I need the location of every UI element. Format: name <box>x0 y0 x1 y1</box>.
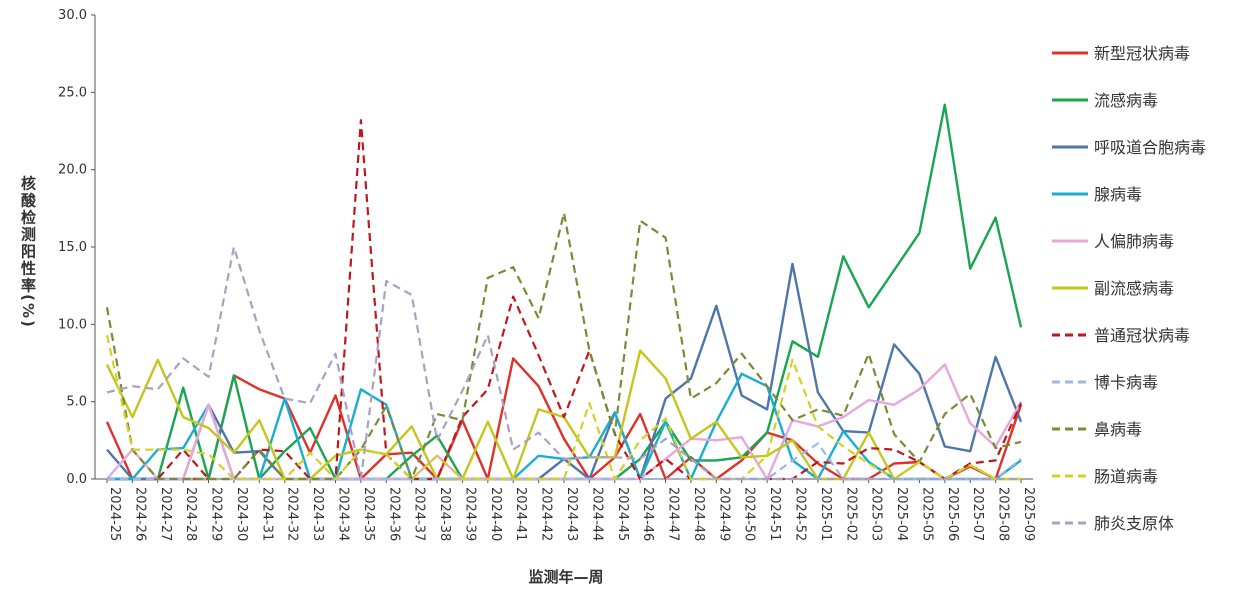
x-tick-label: 2024-30 <box>234 487 249 541</box>
x-tick-label: 2024-34 <box>336 487 351 541</box>
x-tick-label: 2024-25 <box>107 487 122 541</box>
legend-label-5: 副流感病毒 <box>1094 279 1174 298</box>
series-line-2 <box>106 262 1023 481</box>
x-tick-label: 2024-29 <box>209 487 224 541</box>
y-axis-title: 核酸检测阳性率(%) <box>19 174 37 329</box>
series-line-6 <box>107 119 1023 481</box>
x-tick-label: 2024-48 <box>691 487 706 541</box>
legend-label-8: 鼻病毒 <box>1094 420 1142 439</box>
x-tick-label: 2024-39 <box>462 487 477 541</box>
legend-label-3: 腺病毒 <box>1094 185 1142 204</box>
x-tick-label: 2024-44 <box>589 487 604 541</box>
x-tick-label: 2024-50 <box>742 487 757 541</box>
legend-label-0: 新型冠状病毒 <box>1094 44 1190 63</box>
x-tick-label: 2024-45 <box>615 487 630 541</box>
x-axis-title: 监测年—周 <box>528 568 603 586</box>
x-tick-label: 2024-27 <box>158 487 173 541</box>
x-tick-label: 2024-31 <box>259 487 274 541</box>
x-tick-label: 2025-08 <box>996 487 1011 541</box>
x-tick-label: 2025-01 <box>818 487 833 541</box>
x-tick-label: 2024-41 <box>513 487 528 541</box>
y-tick-label: 10.0 <box>58 317 87 332</box>
x-tick-label: 2025-03 <box>869 487 884 541</box>
x-tick-label: 2024-35 <box>361 487 376 541</box>
legend-label-10: 肺炎支原体 <box>1094 514 1174 533</box>
y-tick-label: 30.0 <box>58 8 87 23</box>
x-tick-label: 2024-28 <box>183 487 198 541</box>
x-tick-label: 2024-33 <box>310 487 325 541</box>
y-tick-label: 15.0 <box>58 240 87 255</box>
series-line-7 <box>107 442 1022 481</box>
x-tick-label: 2024-42 <box>539 487 554 541</box>
x-axis: 2024-25 2024-26 2024-27 2024-28 2024-29 2024-… <box>95 478 1036 541</box>
y-axis: 0.0 5.0 10.0 15.0 20.0 25.0 30.0 <box>58 8 96 487</box>
y-tick-label: 25.0 <box>58 85 87 100</box>
x-tick-label: 2024-46 <box>640 487 655 541</box>
series-line-1 <box>107 103 1023 481</box>
series-line-3 <box>107 372 1022 481</box>
x-tick-label: 2024-51 <box>767 487 782 541</box>
legend-label-6: 普通冠状病毒 <box>1094 326 1190 345</box>
x-tick-label: 2024-37 <box>412 487 427 541</box>
legend-label-9: 肠道病毒 <box>1094 467 1158 486</box>
x-tick-label: 2024-47 <box>666 487 681 541</box>
x-tick-label: 2025-07 <box>970 487 985 541</box>
legend: 新型冠状病毒流感病毒呼吸道合胞病毒腺病毒人偏肺病毒副流感病毒普通冠状病毒博卡病毒… <box>1052 44 1206 533</box>
legend-label-4: 人偏肺病毒 <box>1094 232 1174 251</box>
x-tick-label: 2024-52 <box>793 487 808 541</box>
series-line-9 <box>105 334 1021 481</box>
x-tick-label: 2024-38 <box>437 487 452 541</box>
x-tick-label: 2025-09 <box>1021 487 1036 541</box>
y-tick-label: 5.0 <box>66 395 87 410</box>
legend-label-7: 博卡病毒 <box>1094 373 1158 392</box>
x-tick-label: 2024-43 <box>564 487 579 541</box>
x-tick-label: 2024-32 <box>285 487 300 541</box>
x-tick-label: 2024-49 <box>716 487 731 541</box>
x-tick-label: 2024-26 <box>132 487 147 541</box>
y-tick-label: 0.0 <box>66 472 87 487</box>
x-tick-label: 2025-06 <box>945 487 960 541</box>
series-line-10 <box>106 245 1021 481</box>
y-tick-label: 20.0 <box>58 163 87 178</box>
x-tick-label: 2025-02 <box>843 487 858 541</box>
series-layer <box>105 103 1023 481</box>
x-tick-label: 2024-40 <box>488 487 503 541</box>
x-tick-label: 2025-05 <box>919 487 934 541</box>
legend-label-2: 呼吸道合胞病毒 <box>1094 138 1206 157</box>
legend-label-1: 流感病毒 <box>1094 91 1158 110</box>
x-tick-label: 2024-36 <box>386 487 401 541</box>
x-tick-label: 2025-04 <box>894 487 909 541</box>
